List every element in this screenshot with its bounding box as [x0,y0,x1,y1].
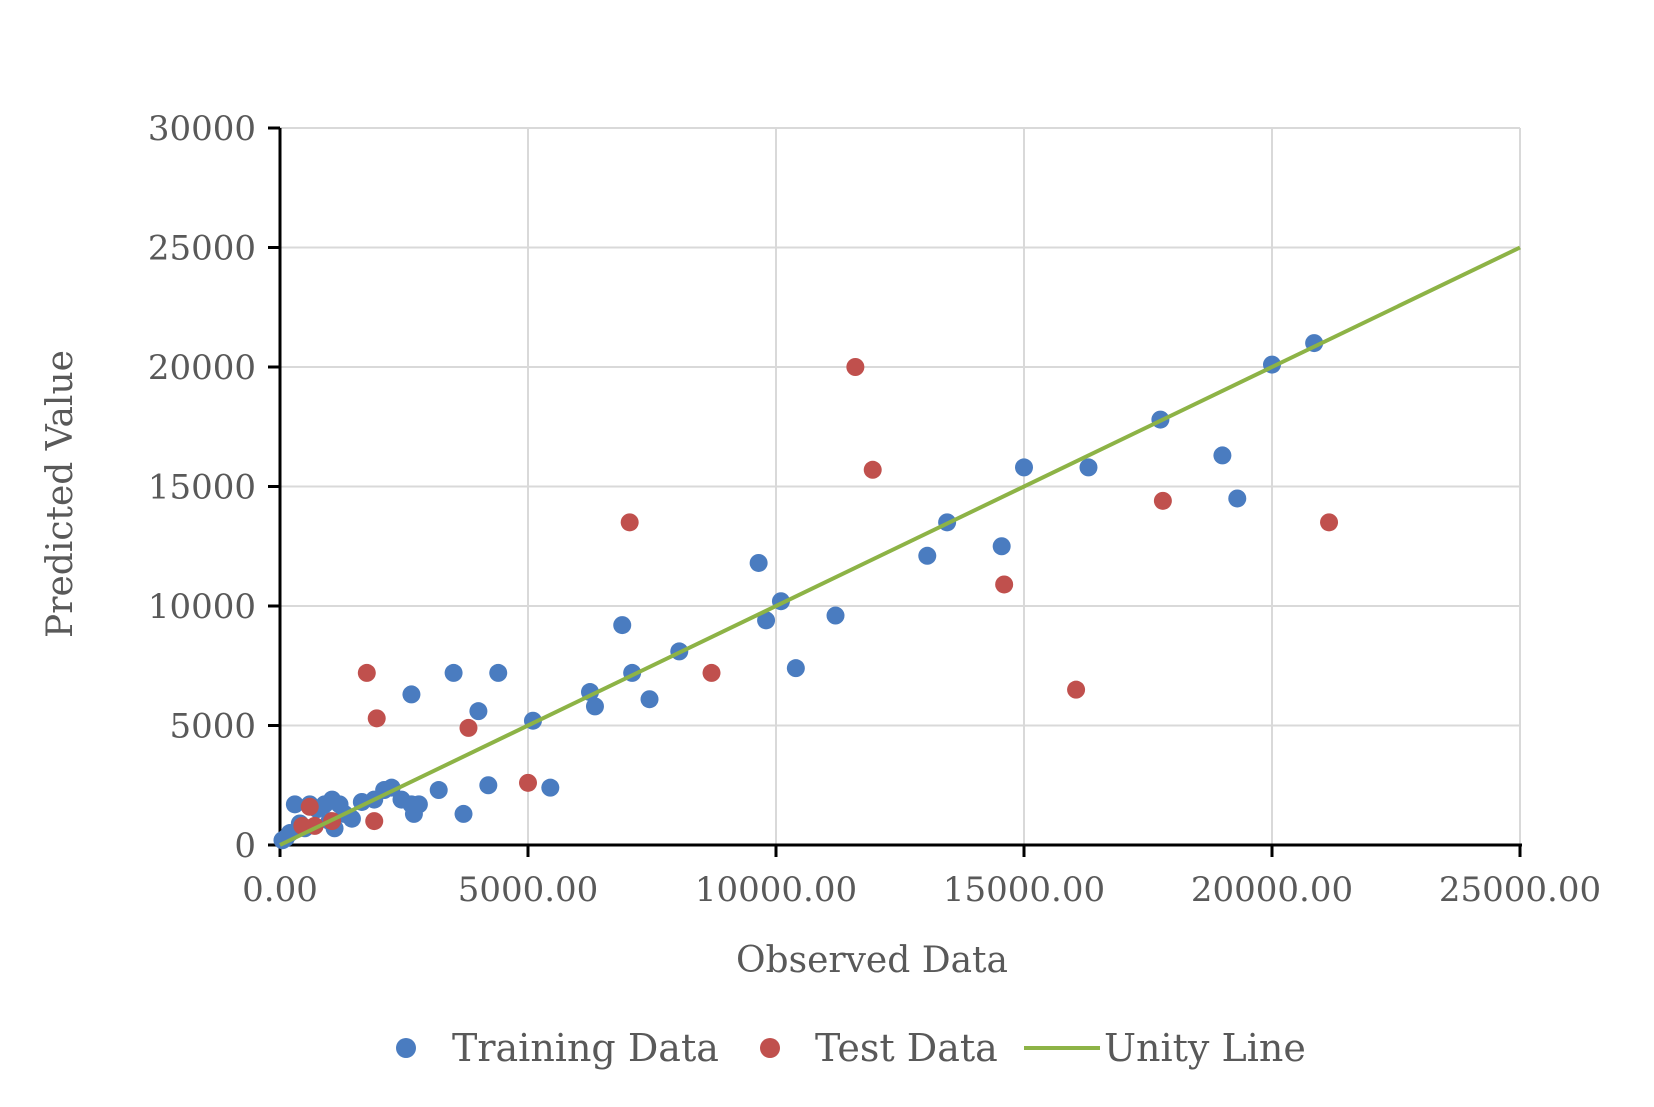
training-data-point [469,702,488,721]
y-tick-label: 25000 [148,229,256,269]
training-data-point [1228,489,1247,508]
y-tick-label: 15000 [148,468,256,508]
test-data-point [702,663,721,682]
training-data-point [757,611,776,630]
training-data-point [640,690,659,709]
unity-line-series [279,245,1521,847]
y-axis-title: Predicted Value [40,350,81,638]
training-data-point [429,781,448,800]
training-data-point [444,663,463,682]
legend-swatch [760,1038,780,1058]
test-data-point [519,773,537,792]
legend-label: Unity Line [1104,1026,1306,1070]
test-data-point [367,709,386,728]
legend-label: Test Data [815,1026,998,1070]
legend-label: Training Data [452,1026,719,1070]
training-data-point [786,659,805,678]
training-data-point [1079,458,1098,477]
training-data-point [749,553,768,572]
training-data-point [454,804,473,823]
test-data-point [846,358,865,376]
y-tick-label: 5000 [169,707,256,747]
training-data-point [541,778,560,797]
test-data-point [620,513,639,532]
training-data-point [479,776,498,795]
y-tick-label: 30000 [148,109,256,149]
test-data-point [459,718,478,737]
axes [268,126,1522,857]
x-tick-label: 20000.00 [1191,870,1353,910]
series [273,245,1521,850]
training-data-point [1015,458,1033,477]
test-data-point [357,663,376,682]
y-tick-label: 20000 [148,348,256,388]
training-data-point [918,546,937,565]
grid [280,127,1521,845]
training-data-point [409,795,428,814]
training-data-point [613,616,632,635]
test-data-point [300,797,319,816]
legend-item-test-data: Test Data [760,1026,998,1070]
training-data-point [402,685,421,704]
training-data-point [1213,446,1232,465]
test-data-point [1067,680,1086,699]
test-data-point [365,812,384,831]
training-data-point [285,795,304,814]
legend: Training Data Test Data Unity Line [396,1026,1306,1070]
y-tick-label: 10000 [148,587,256,627]
x-tick-label: 0.00 [242,870,318,910]
x-tick-label: 5000.00 [458,870,599,910]
x-tick-label: 10000.00 [695,870,857,910]
x-tick-label: 25000.00 [1439,870,1601,910]
x-tick-label: 15000.00 [943,870,1105,910]
legend-item-unity-line: Unity Line [1024,1026,1306,1070]
training-data-point [585,697,604,716]
tick-labels: 0 5000 10000 15000 20000 25000 30000 0.00 5000.0… [148,109,1601,910]
unity-line-line [279,245,1521,847]
test-data-point [863,460,882,479]
training-data-point [826,606,845,625]
test-data-point [1320,513,1339,532]
legend-item-training-data: Training Data [396,1026,719,1070]
legend-swatch [396,1038,416,1058]
training-data-point [489,663,508,682]
test-data-point [995,575,1014,594]
training-data-point [992,537,1011,556]
test-data-point [1153,491,1172,510]
y-tick-label: 0 [234,826,256,866]
x-axis-title: Observed Data [736,940,1008,981]
